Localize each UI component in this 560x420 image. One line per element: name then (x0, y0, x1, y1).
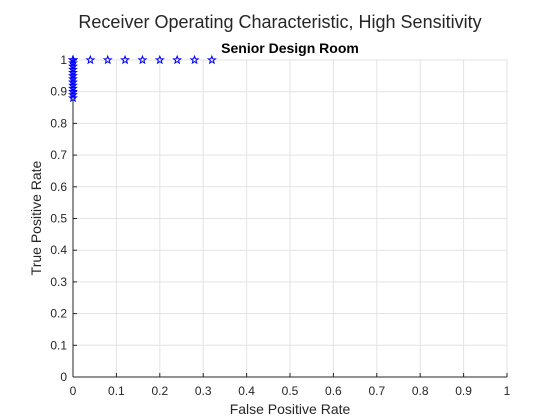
y-tick-label: 0 (60, 370, 67, 384)
x-tick-label: 0.4 (238, 384, 255, 398)
x-axis-label: False Positive Rate (230, 401, 351, 417)
y-tick-label: 1 (60, 53, 67, 67)
data-markers (68, 54, 217, 103)
data-point (137, 54, 148, 65)
data-point (172, 54, 183, 65)
data-point (68, 76, 78, 87)
x-tick-label: 0.2 (151, 384, 168, 398)
data-point (68, 83, 78, 93)
x-tick-label: 0 (70, 384, 77, 398)
x-tick-label: 1 (504, 384, 511, 398)
data-point (154, 54, 165, 65)
figure-title: Receiver Operating Characteristic, High … (78, 12, 481, 32)
y-axis-label: True Positive Rate (28, 160, 44, 275)
data-point (68, 57, 78, 68)
data-point (68, 73, 78, 84)
y-tick-label: 0.4 (50, 243, 67, 257)
data-point (68, 64, 78, 74)
y-tick-label: 0.1 (50, 338, 67, 352)
data-point (68, 80, 78, 90)
data-point (189, 54, 200, 65)
y-ticks: 0 0.1 0.2 0.3 0.4 0.5 0.6 0.7 0.8 0.9 1 (50, 53, 77, 384)
data-point (68, 54, 78, 65)
data-point (68, 67, 78, 77)
x-tick-label: 0.5 (282, 384, 299, 398)
data-point (68, 92, 78, 103)
data-point (120, 54, 131, 65)
y-tick-label: 0.2 (50, 307, 67, 321)
x-tick-label: 0.6 (325, 384, 342, 398)
x-tick-label: 0.8 (412, 384, 429, 398)
y-tick-label: 0.5 (50, 212, 67, 226)
axes-title: Senior Design Room (221, 40, 359, 56)
y-tick-label: 0.7 (50, 148, 67, 162)
data-point (102, 54, 113, 65)
x-tick-label: 0.9 (455, 384, 472, 398)
y-tick-label: 0.6 (50, 180, 67, 194)
data-point (85, 54, 96, 65)
x-ticks: 0 0.1 0.2 0.3 0.4 0.5 0.6 0.7 0.8 0.9 1 (70, 373, 511, 398)
grid-lines (72, 59, 508, 378)
data-point (68, 89, 78, 100)
y-tick-label: 0.9 (50, 85, 67, 99)
y-tick-label: 0.3 (50, 275, 67, 289)
x-tick-label: 0.7 (368, 384, 385, 398)
data-point (206, 54, 217, 65)
x-tick-label: 0.1 (108, 384, 125, 398)
x-tick-label: 0.3 (195, 384, 212, 398)
data-point (68, 61, 78, 71)
data-point (68, 86, 78, 96)
y-tick-label: 0.8 (50, 116, 67, 130)
data-point (68, 70, 78, 81)
